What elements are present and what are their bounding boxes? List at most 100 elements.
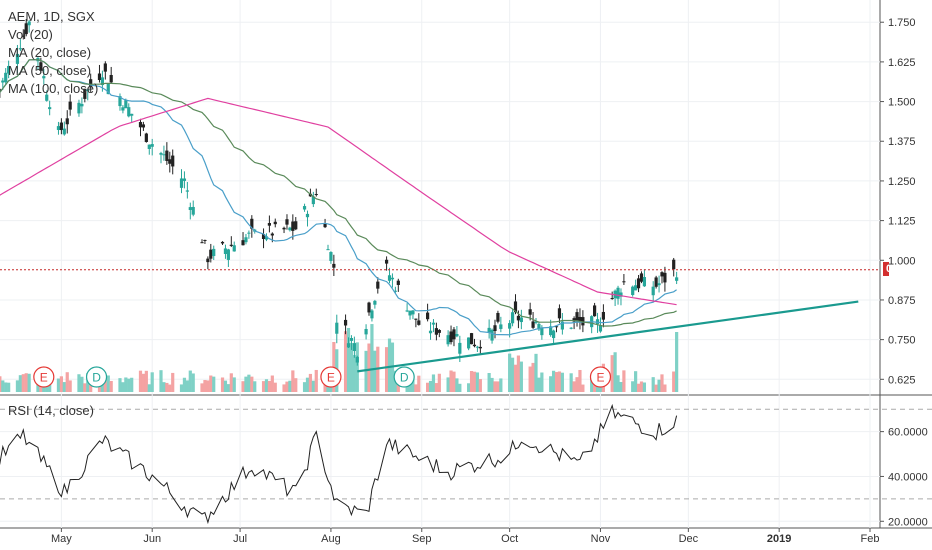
candle-body xyxy=(147,144,151,149)
time-tick-label: Aug xyxy=(321,533,341,545)
earnings-event-label: E xyxy=(327,371,335,385)
candle-body xyxy=(651,286,655,296)
volume-bar xyxy=(349,343,354,392)
candle-body xyxy=(367,302,371,313)
volume-bar xyxy=(68,380,72,392)
time-tick-label: Jul xyxy=(233,533,247,545)
candle-body xyxy=(335,322,339,334)
candle-body xyxy=(168,159,172,164)
candle-body xyxy=(294,221,298,230)
volume-bar xyxy=(159,370,163,392)
earnings-event-label: E xyxy=(596,371,604,385)
candle-body xyxy=(496,312,500,322)
volume-bar xyxy=(27,373,31,392)
volume-bar xyxy=(138,370,143,392)
volume-bar xyxy=(212,376,216,392)
volume-bar xyxy=(352,355,356,392)
candle-body xyxy=(21,35,25,37)
candle-body xyxy=(311,196,315,205)
volume-bar xyxy=(598,383,603,392)
candle-body xyxy=(103,63,107,72)
volume-bar xyxy=(508,353,512,392)
candle-body xyxy=(428,330,433,334)
volume-bar xyxy=(241,381,245,392)
candle-body xyxy=(326,249,330,251)
earnings-event-marker xyxy=(320,366,342,388)
volume-bar xyxy=(209,375,213,392)
time-tick-label: Feb xyxy=(861,533,880,545)
candle-body xyxy=(528,309,532,315)
volume-bar xyxy=(264,379,269,392)
candle-body xyxy=(288,227,292,231)
candle-body xyxy=(209,249,213,259)
candle-body xyxy=(472,344,477,347)
volume-bar xyxy=(569,373,573,392)
candle-body xyxy=(510,312,515,324)
volume-bar xyxy=(426,382,430,392)
volume-bar xyxy=(452,371,456,392)
volume-bar xyxy=(121,382,125,392)
volume-bar xyxy=(346,327,351,392)
candle-body xyxy=(516,315,521,321)
candle-body xyxy=(241,240,245,246)
candle-body xyxy=(223,248,228,254)
candle-body xyxy=(449,331,453,343)
volume-bar xyxy=(631,381,635,392)
earnings-event-marker xyxy=(33,366,55,388)
volume-bar xyxy=(578,369,582,392)
candle-body xyxy=(598,325,603,332)
volume-bar xyxy=(493,381,497,392)
candle-body xyxy=(437,329,441,333)
candle-body xyxy=(575,312,579,321)
candle-body xyxy=(431,322,436,325)
candle-body xyxy=(639,273,644,282)
candle-body xyxy=(48,107,52,110)
candle-body xyxy=(270,233,274,236)
volume-bar xyxy=(223,380,228,392)
candle-body xyxy=(45,94,49,101)
volume-bar xyxy=(490,377,494,392)
volume-bar xyxy=(431,374,436,392)
volume-bar xyxy=(305,377,310,392)
price-tick-label: 0.750 xyxy=(888,335,916,347)
candle-body xyxy=(634,285,638,291)
volume-bar xyxy=(62,382,66,392)
volume-bar xyxy=(590,377,594,392)
price-tick-label: 1.250 xyxy=(888,176,916,188)
candle-body xyxy=(206,258,210,263)
volume-bar xyxy=(475,372,480,392)
volume-bar xyxy=(510,357,515,392)
candle-body xyxy=(165,150,169,161)
candle-body xyxy=(370,310,374,319)
volume-bar xyxy=(188,370,192,392)
volume-bar xyxy=(528,366,532,392)
volume-bar xyxy=(39,382,43,392)
candle-body xyxy=(100,77,105,86)
volume-bar xyxy=(663,384,667,392)
volume-bar xyxy=(127,378,131,392)
price-tick-label: 1.500 xyxy=(888,97,916,109)
candle-body xyxy=(519,317,523,323)
volume-bar xyxy=(150,372,154,392)
candle-body xyxy=(601,311,605,320)
volume-bar xyxy=(414,384,418,392)
volume-bar xyxy=(314,369,318,392)
candle-body xyxy=(68,101,72,110)
volume-bar xyxy=(557,371,562,392)
candle-body xyxy=(657,283,661,286)
candle-body xyxy=(7,65,11,74)
volume-bar xyxy=(311,380,315,392)
candle-body xyxy=(332,263,336,268)
candle-body xyxy=(376,281,380,289)
time-tick-label: May xyxy=(51,533,72,545)
volume-bar xyxy=(387,338,392,392)
candle-body xyxy=(264,236,269,240)
volume-bar xyxy=(364,350,368,392)
candle-body xyxy=(80,103,84,107)
candle-body xyxy=(499,324,503,329)
candle-body xyxy=(109,74,113,83)
dividend-event-label: D xyxy=(400,371,409,385)
price-tick-label: 1.000 xyxy=(888,255,916,267)
candle-body xyxy=(531,321,535,328)
